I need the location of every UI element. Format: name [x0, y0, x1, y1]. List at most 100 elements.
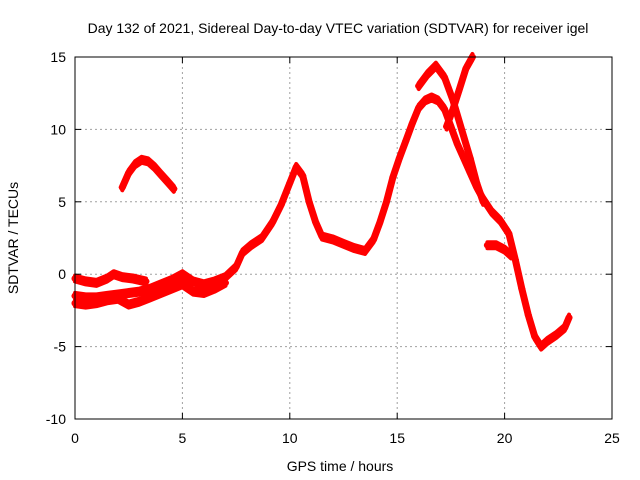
- series-trace: [483, 241, 515, 259]
- data-point: [312, 218, 320, 226]
- y-tick-label: -10: [46, 411, 66, 427]
- y-axis-label: SDTVAR / TECUs: [5, 182, 21, 294]
- data-point: [428, 94, 436, 102]
- y-tick-label: 0: [58, 266, 66, 282]
- series-trace: [73, 269, 148, 282]
- data-point: [269, 218, 277, 226]
- data-point: [189, 288, 197, 296]
- data-point: [178, 270, 186, 278]
- data-point: [178, 280, 186, 288]
- data-point: [492, 241, 500, 249]
- data-point: [537, 343, 545, 351]
- y-tick-label: 5: [58, 194, 66, 210]
- series-track-isolated-hump: [118, 154, 178, 194]
- data-point: [146, 285, 154, 293]
- series-trace: [73, 275, 148, 288]
- x-tick-label: 0: [71, 430, 79, 446]
- data-point: [443, 123, 451, 131]
- data-point: [125, 301, 133, 309]
- data-point: [408, 120, 416, 128]
- x-tick-label: 10: [282, 430, 298, 446]
- data-point: [168, 276, 176, 284]
- y-tick-label: -5: [54, 339, 67, 355]
- data-series-group: [71, 52, 573, 352]
- data-point: [340, 240, 347, 248]
- series-track-side-branch: [483, 240, 515, 261]
- data-point: [415, 82, 423, 90]
- data-point: [211, 285, 219, 293]
- data-point: [286, 179, 294, 187]
- data-point: [129, 275, 137, 283]
- data-point: [370, 235, 378, 243]
- data-point: [505, 230, 513, 238]
- data-point: [163, 178, 171, 186]
- data-point: [292, 163, 300, 171]
- data-point: [376, 218, 384, 226]
- data-point: [473, 179, 481, 187]
- data-point: [507, 251, 515, 259]
- data-point: [402, 137, 410, 145]
- data-point: [458, 125, 466, 133]
- x-tick-label: 5: [179, 430, 187, 446]
- data-point: [221, 279, 229, 287]
- x-tick-label: 25: [604, 430, 620, 446]
- data-point: [434, 96, 442, 104]
- data-point: [488, 208, 496, 216]
- data-point: [200, 280, 208, 288]
- data-point: [395, 154, 403, 162]
- data-point: [483, 241, 491, 249]
- data-point: [135, 288, 143, 296]
- data-point: [432, 62, 440, 70]
- data-point: [421, 96, 429, 104]
- y-tick-label: 15: [50, 49, 66, 65]
- data-point: [82, 301, 90, 309]
- data-point: [103, 275, 111, 283]
- data-point: [258, 234, 266, 242]
- data-point: [170, 185, 178, 193]
- data-point: [361, 247, 369, 255]
- y-tick-label: 10: [50, 121, 66, 137]
- series-track-upper-lowlevel: [71, 269, 150, 288]
- grid-lines: [75, 57, 612, 419]
- chart-title: Day 132 of 2021, Sidereal Day-to-day VTE…: [88, 20, 589, 36]
- data-point: [460, 154, 468, 162]
- data-point: [305, 198, 313, 206]
- data-point: [232, 263, 240, 271]
- x-tick-label: 15: [389, 430, 405, 446]
- data-point: [157, 289, 165, 297]
- data-point: [501, 246, 509, 254]
- plot-frame: [74, 56, 613, 420]
- data-point: [440, 73, 448, 81]
- data-point: [440, 105, 448, 113]
- data-point: [565, 314, 573, 322]
- data-point: [479, 198, 487, 206]
- data-point: [118, 183, 126, 191]
- data-point: [299, 172, 307, 180]
- series-trace: [73, 98, 571, 352]
- data-point: [146, 293, 154, 301]
- x-tick-label: 20: [497, 430, 513, 446]
- data-point: [531, 332, 539, 340]
- data-point: [518, 285, 526, 293]
- data-point: [168, 285, 176, 293]
- data-point: [453, 140, 461, 148]
- data-point: [92, 279, 100, 287]
- data-point: [82, 277, 90, 285]
- data-point: [329, 235, 337, 243]
- data-point: [382, 198, 390, 206]
- data-point: [552, 331, 560, 339]
- data-point: [157, 170, 165, 178]
- data-point: [118, 273, 126, 281]
- data-point: [524, 311, 532, 319]
- x-axis-label: GPS time / hours: [287, 458, 394, 474]
- data-point: [462, 65, 470, 73]
- data-point: [157, 280, 165, 288]
- data-point: [561, 324, 569, 332]
- data-point: [318, 233, 326, 241]
- data-point: [144, 157, 152, 165]
- data-point: [239, 248, 247, 256]
- data-point: [449, 105, 457, 113]
- data-point: [200, 289, 208, 297]
- data-point: [350, 244, 358, 252]
- data-point: [496, 217, 504, 225]
